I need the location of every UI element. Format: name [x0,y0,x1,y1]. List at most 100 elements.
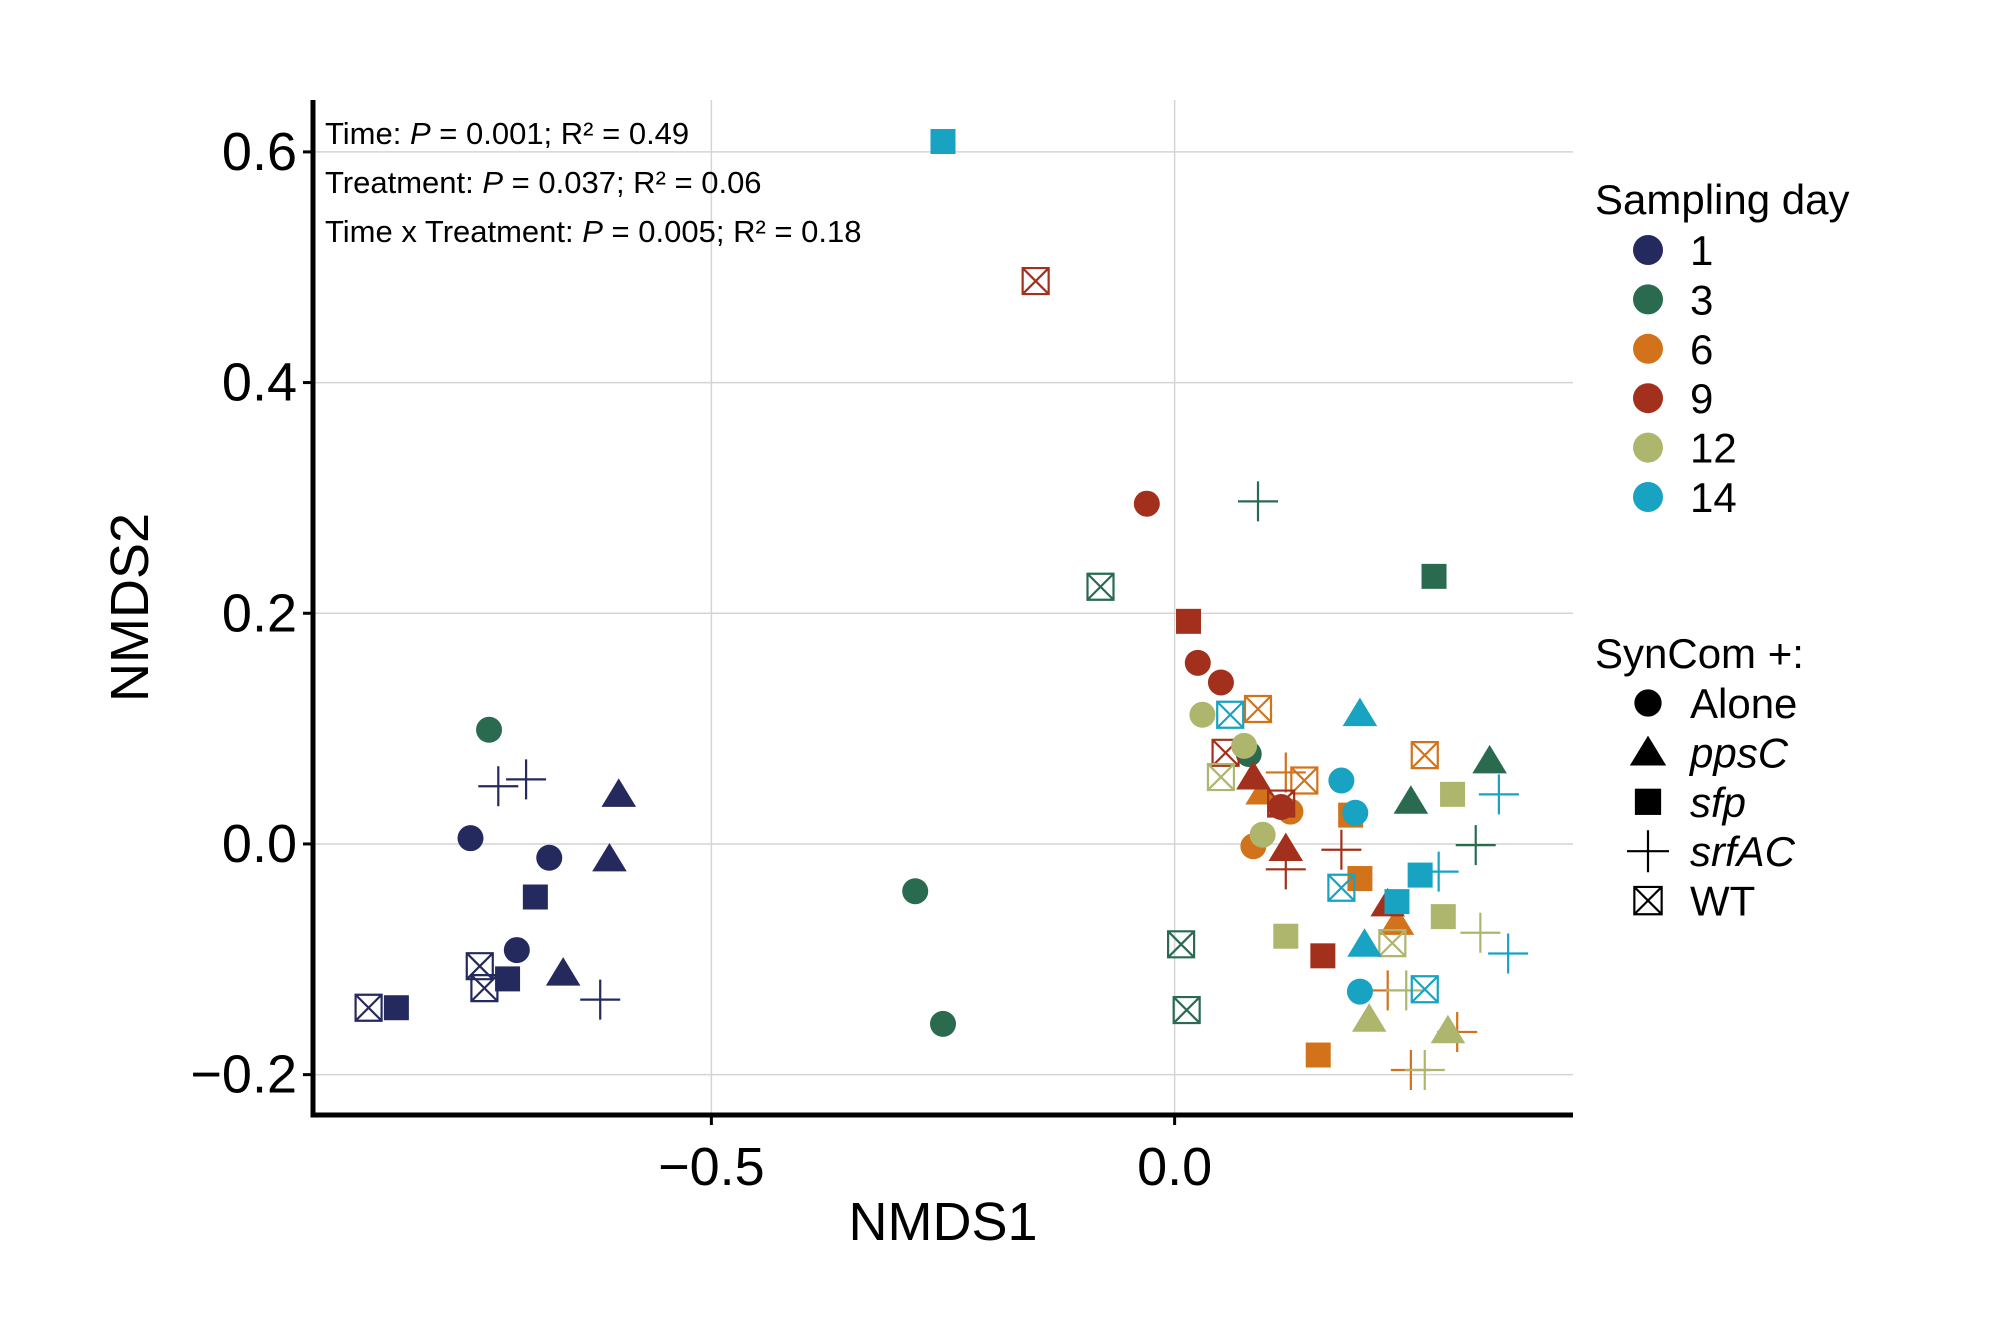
legend-day-3-label: 3 [1690,276,1713,323]
data-point-day12-plus [1386,970,1427,1011]
legend-ppsC-swatch [1629,735,1667,766]
legend-srfAC-swatch [1627,830,1669,873]
legend-day-9-label: 9 [1690,375,1713,422]
data-point-day1-circle [536,844,563,871]
data-point-day1-plus [506,759,547,800]
data-point-day1-square [522,884,548,910]
legend-WT-label: WT [1690,878,1755,925]
data-point-day3-square [1421,563,1447,589]
grid [313,100,1573,1115]
data-point-day9-plus [1265,849,1306,890]
data-point-day1-boxx [470,974,499,1003]
data-point-day6-triangle [1245,776,1280,805]
data-point-day3-boxx [1172,995,1201,1025]
data-point-day14-boxx [1327,873,1356,902]
legend-ppsC-label: ppsC [1688,729,1789,776]
data-point-day1-plus [580,979,621,1020]
data-point-day12-plus [1460,912,1501,953]
y-tick-label: 0.2 [222,583,297,643]
data-point-day9-circle [1268,794,1295,821]
axes [310,100,1573,1118]
y-tick-label: 0.4 [222,353,297,413]
data-point-day12-circle [1189,701,1216,728]
legend-day-6-label: 6 [1690,326,1713,373]
y-axis-title: NMDS2 [100,513,160,702]
data-point-day1-triangle [545,957,581,986]
data-point-day6-boxx [1290,766,1319,795]
data-point-day12-circle [1249,821,1276,848]
annotation-line: Time: P = 0.001; R² = 0.49 [325,116,689,151]
data-point-day3-boxx [1086,572,1115,601]
data-point-day3-plus [1238,481,1278,522]
x-tick-label: 0.0 [1137,1137,1212,1197]
data-point-day14-square [1384,889,1410,915]
legend-Alone-label: Alone [1690,680,1797,727]
data-point-day12-boxx [1206,762,1236,792]
data-point-day9-boxx [1267,789,1296,818]
data-point-day12-plus [1404,1050,1445,1091]
legend-day-1-swatch [1633,235,1663,265]
data-point-day9-boxx [1021,266,1050,296]
legend-day-14-swatch [1633,482,1663,512]
data-point-day6-square [1305,1042,1331,1068]
data-point-day3-circle [476,716,503,743]
data-point-day9-triangle [1236,761,1271,790]
y-tick-label: 0.6 [222,122,297,182]
data-point-day3-circle [902,878,929,905]
data-point-day9-square [1176,608,1202,634]
data-point-day14-circle [1328,767,1355,794]
data-point-day12-circle [1231,732,1258,759]
data-point-day12-square [1430,904,1456,930]
data-point-day3-triangle [1393,785,1429,814]
data-point-day3-triangle [1472,744,1507,774]
data-point-day1-square [495,966,521,992]
data-point-day1-triangle [601,778,637,807]
data-point-day9-square [1310,943,1336,969]
data-point-day1-boxx [354,993,383,1022]
legend-sfp-swatch [1634,788,1662,815]
legend-syncom-title: SynCom +: [1595,630,1804,677]
data-point-day1-circle [503,937,530,964]
annotation-line: Treatment: P = 0.037; R² = 0.06 [325,165,762,200]
data-point-day14-plus [1488,933,1529,974]
legend-day-6-swatch [1633,333,1663,364]
legend-sfp-label: sfp [1690,779,1746,826]
data-point-day1-plus [478,766,519,807]
data-point-day12-square [1440,781,1466,807]
data-point-day14-triangle [1342,697,1378,727]
data-point-day14-square [1407,862,1433,888]
data-point-day14-plus [1418,851,1459,892]
data-point-day3-plus [1455,825,1496,866]
data-point-day3-circle [930,1010,956,1037]
data-point-day14-triangle [1347,928,1382,957]
y-tick-label: 0.0 [222,814,297,874]
legend-day-12-swatch [1633,432,1663,463]
data-point-day1-circle [457,825,484,852]
data-point-day9-plus [1321,829,1362,870]
data-point-day12-triangle [1351,1003,1387,1032]
data-point-day1-square [383,995,409,1021]
data-point-day6-boxx [1243,694,1273,724]
data-point-day14-boxx [1216,700,1245,729]
legend-day-1-label: 1 [1690,227,1713,274]
data-point-day12-square [1273,923,1299,949]
x-tick-label: −0.5 [658,1137,765,1197]
data-point-day9-circle [1184,649,1211,676]
data-point-day9-circle [1207,669,1234,696]
y-tick-label: −0.2 [190,1045,297,1105]
legend-day-14-label: 14 [1690,474,1737,521]
legend-day-12-label: 12 [1690,425,1737,472]
data-point-day1-triangle [592,842,627,872]
data-point-day9-triangle [1268,832,1304,862]
legend-sampling-day-title: Sampling day [1595,176,1849,223]
data-point-day14-square [930,129,956,155]
data-point-day12-triangle [1430,1014,1466,1044]
data-point-day3-boxx [1167,930,1196,959]
data-point-day9-circle [1133,490,1160,517]
data-point-day6-boxx [1410,741,1439,770]
legend-WT-swatch [1633,885,1663,916]
data-point-day14-circle [1342,799,1369,826]
